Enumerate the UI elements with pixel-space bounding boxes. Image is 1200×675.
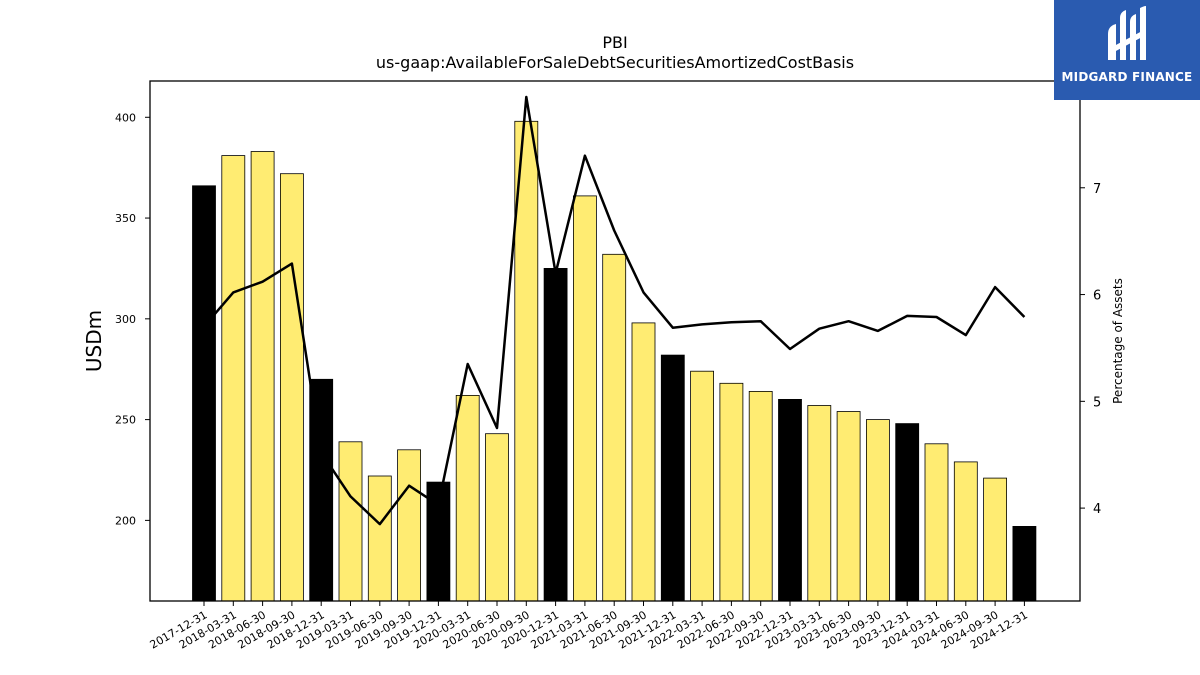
y2-axis-label: Percentage of Assets [1111,278,1125,404]
bar-2023-03-31 [807,405,832,602]
left-axis: 200 250 300 350 400 [115,111,150,527]
y-tick-label: 400 [115,111,136,124]
bar-2019-03-31 [338,441,363,602]
bar-2019-09-30 [397,449,422,602]
y-tick-label: 200 [115,514,136,527]
y-tick-label: 250 [115,414,136,427]
y-axis-label: USDm [82,310,106,372]
bar-2018-03-31 [221,155,246,602]
bar-2020-03-31 [455,394,480,602]
bar-2023-06-30 [836,411,861,602]
bar-2022-12-31 [778,398,802,602]
y2-tick-label: 4 [1093,502,1101,517]
chart-subtitle: us-gaap:AvailableForSaleDebtSecuritiesAm… [376,53,854,72]
bar-2018-12-31 [309,378,334,602]
pct-assets-series [203,95,1026,526]
bar-2018-06-30 [250,151,275,602]
chart-title: PBI [602,33,627,52]
y2-tick-label: 5 [1093,395,1101,410]
bar-2021-09-30 [631,322,656,602]
bar-2024-12-31 [1012,526,1037,602]
bar-2020-06-30 [485,433,509,602]
bar-2018-09-30 [279,173,304,602]
logo-text: MIDGARD FINANCE [1061,70,1193,84]
bar-series [192,120,1037,602]
y2-tick-label: 7 [1093,182,1101,197]
right-axis: 4 5 6 7 [1080,182,1101,517]
x-axis: 2017-12-312018-03-312018-06-302018-09-30… [148,601,1030,652]
bar-2021-06-30 [602,253,627,602]
plot-frame [149,80,1081,602]
logo-mark-icon [1108,6,1146,60]
bar-2023-09-30 [866,419,890,602]
bar-2022-03-31 [690,370,714,602]
y2-tick-label: 6 [1093,289,1101,304]
brand-logo: MIDGARD FINANCE [1054,0,1200,100]
bar-2024-06-30 [953,461,978,602]
bar-2023-12-31 [895,423,920,602]
bar-2024-03-31 [924,443,949,602]
bar-2020-12-31 [543,267,568,602]
bar-2021-12-31 [660,354,685,602]
y-tick-label: 350 [115,212,136,225]
bar-2017-12-31 [192,185,216,602]
y-tick-label: 300 [115,313,136,326]
bar-2022-09-30 [748,390,773,602]
bar-2021-03-31 [573,195,597,602]
pct-assets-line [203,95,1026,526]
bar-2019-06-30 [367,475,392,602]
bar-2024-09-30 [983,477,1007,602]
bar-2022-06-30 [719,382,744,602]
